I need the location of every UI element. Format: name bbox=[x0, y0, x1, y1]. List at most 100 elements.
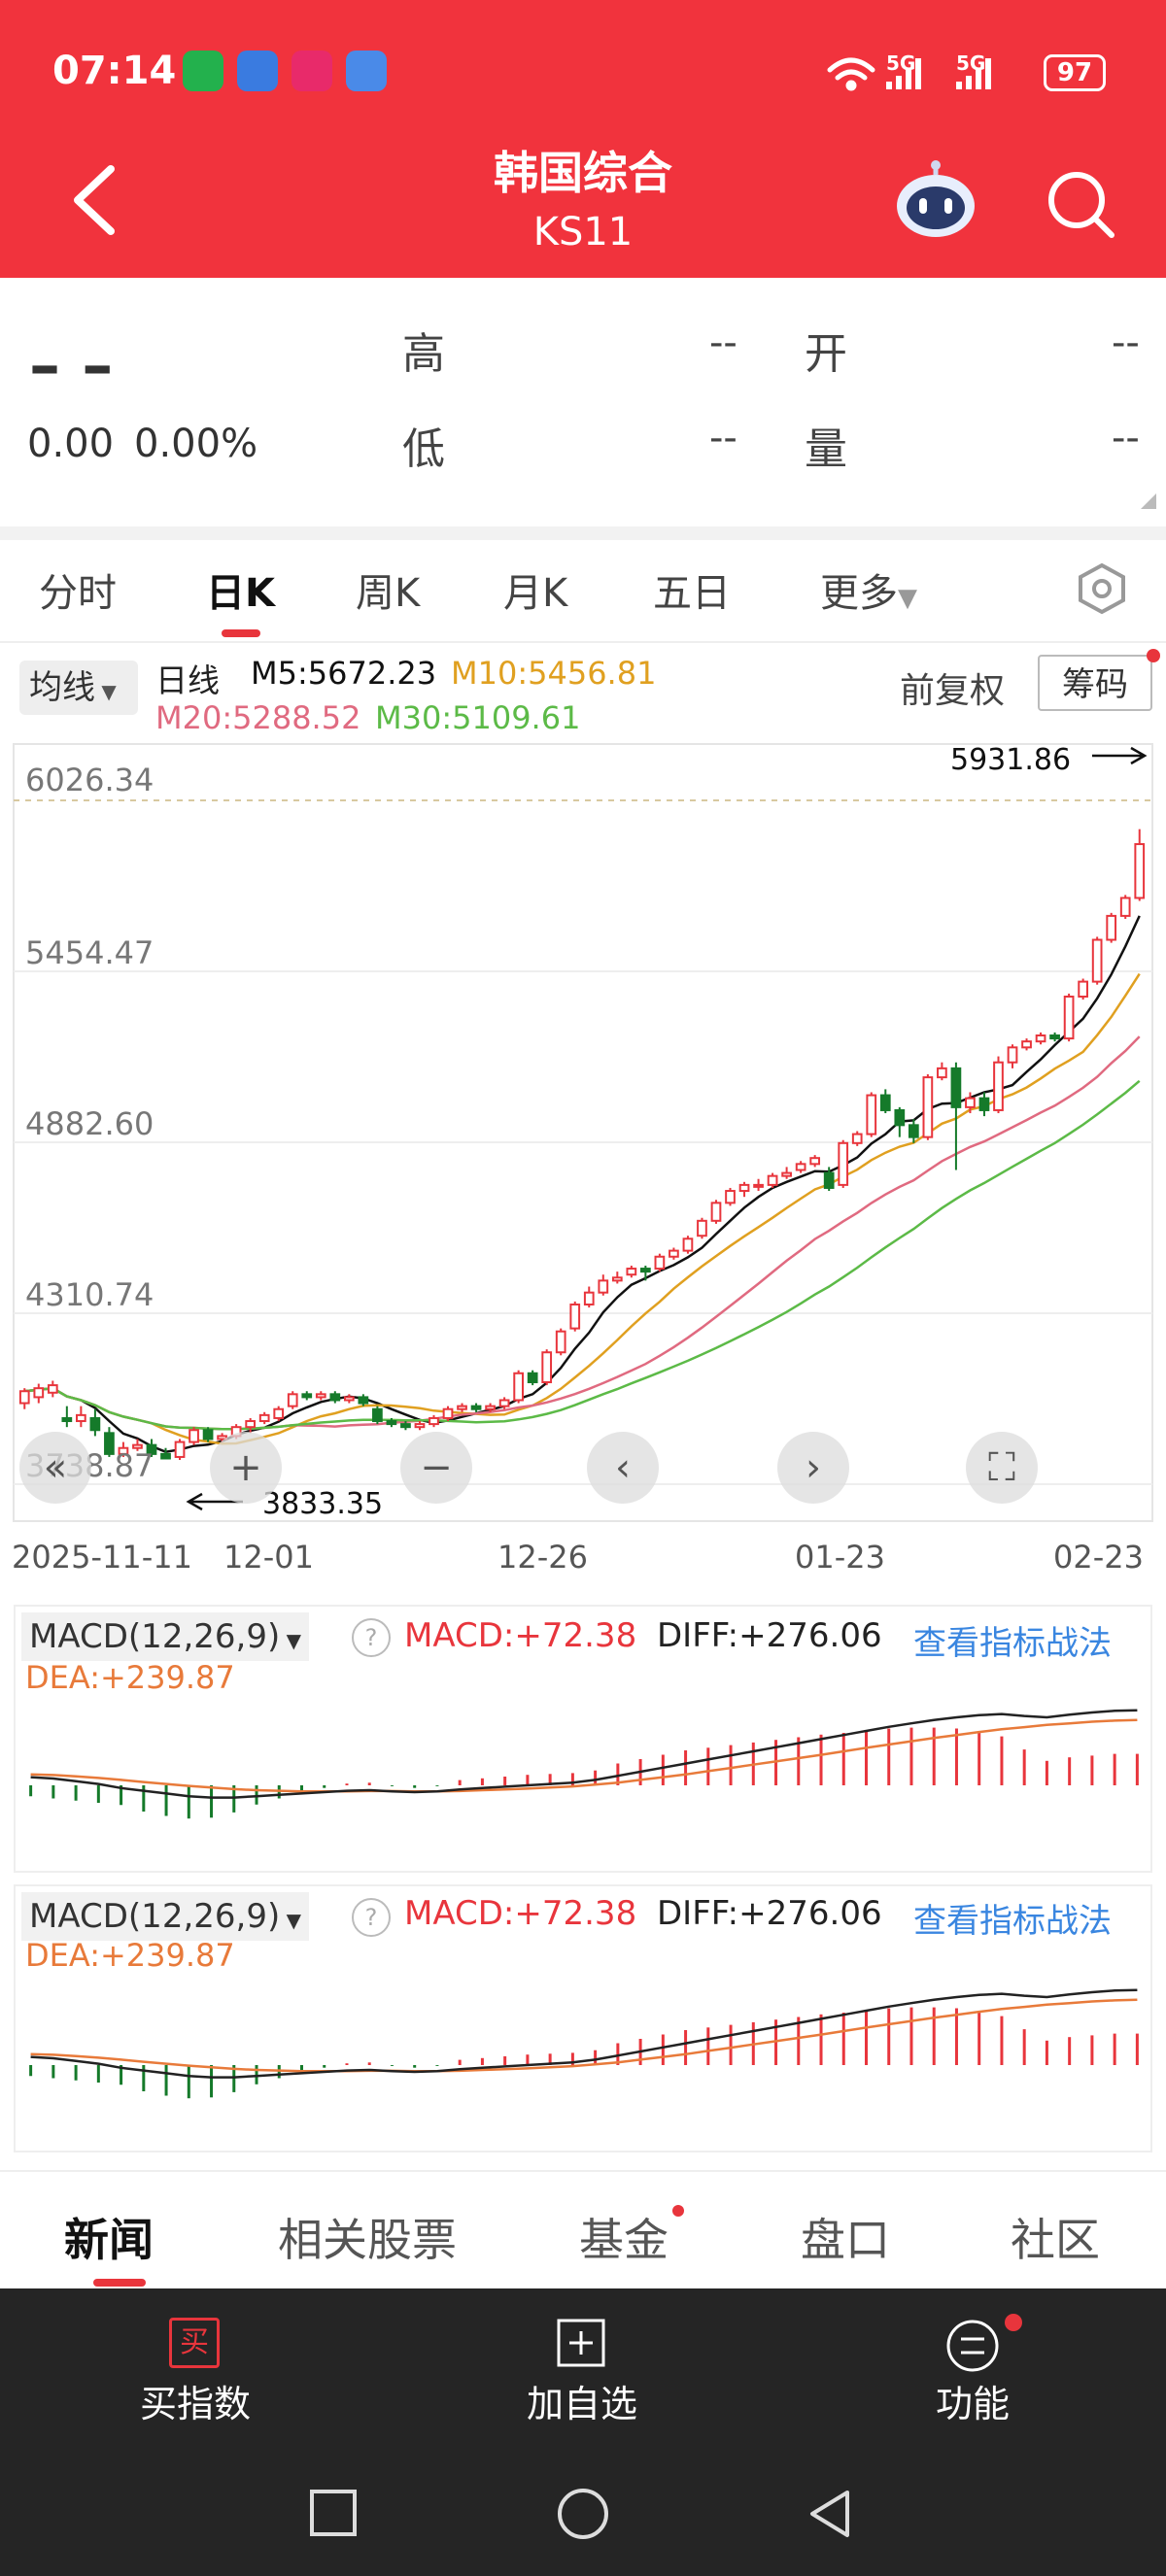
tab-community[interactable]: 社区 bbox=[1011, 2214, 1100, 2266]
candle bbox=[710, 1200, 722, 1224]
indicator-strategy-link-2[interactable]: 查看指标战法 bbox=[913, 1902, 1112, 1941]
macd-panel-2 bbox=[14, 1884, 1152, 2152]
tab-funds[interactable]: 基金 bbox=[579, 2214, 669, 2266]
tab-monthly-k[interactable]: 月K bbox=[503, 571, 568, 616]
expand-corner-icon[interactable] bbox=[1139, 491, 1158, 511]
candle bbox=[1021, 1038, 1032, 1051]
price-change: 0.00 bbox=[27, 422, 115, 466]
y-tick-label: 6026.34 bbox=[25, 762, 154, 798]
zoom-out-button[interactable]: − bbox=[400, 1432, 472, 1504]
candle bbox=[725, 1187, 736, 1206]
candle bbox=[654, 1253, 666, 1272]
candle-body bbox=[866, 1094, 877, 1135]
candle-body bbox=[767, 1174, 778, 1186]
robot-assistant-icon[interactable] bbox=[892, 159, 979, 243]
tab-news[interactable]: 新闻 bbox=[64, 2214, 154, 2266]
candle bbox=[315, 1391, 326, 1401]
candle bbox=[457, 1403, 467, 1412]
moving-average-lines bbox=[24, 915, 1141, 1453]
fullscreen-button[interactable]: ⛶ bbox=[966, 1432, 1038, 1504]
next-button[interactable]: › bbox=[777, 1432, 849, 1504]
ma30-value: M30:5109.61 bbox=[375, 699, 581, 736]
macd-label-1: MACD(12,26,9) bbox=[29, 1617, 281, 1656]
candle-body bbox=[965, 1097, 976, 1108]
price-change-pct: 0.00% bbox=[134, 422, 258, 466]
ma-selector[interactable]: 均线 ▼ bbox=[19, 661, 138, 715]
x-tick-label: 02-23 bbox=[1053, 1539, 1144, 1576]
back-icon[interactable] bbox=[805, 2487, 859, 2541]
chevron-down-icon: ▼ bbox=[280, 1629, 301, 1652]
candle-body bbox=[978, 1097, 990, 1111]
candle-body bbox=[1078, 980, 1088, 998]
macd-selector-1[interactable]: MACD(12,26,9) ▼ bbox=[21, 1612, 309, 1661]
candle bbox=[541, 1349, 553, 1386]
ma20-value: M20:5288.52 bbox=[155, 699, 361, 736]
previous-button[interactable]: ‹ bbox=[587, 1432, 659, 1504]
settings-hexagon-icon[interactable] bbox=[1075, 561, 1129, 616]
y-tick-label: 4310.74 bbox=[25, 1276, 154, 1313]
candle-body bbox=[725, 1190, 736, 1204]
kline-chart[interactable]: 6026.345454.474882.604310.743738.872025-… bbox=[0, 734, 1166, 1589]
tab-daily-k[interactable]: 日K bbox=[206, 571, 275, 616]
back-arrow-icon[interactable] bbox=[70, 163, 119, 237]
signal-bars-1-icon bbox=[886, 58, 921, 89]
zoom-in-button[interactable]: + bbox=[210, 1432, 282, 1504]
tab-order-book[interactable]: 盘口 bbox=[801, 2214, 890, 2266]
wifi-icon bbox=[827, 57, 875, 91]
tab-five-day[interactable]: 五日 bbox=[653, 571, 731, 616]
candle bbox=[781, 1167, 792, 1179]
macd-panel-1 bbox=[14, 1605, 1152, 1873]
candle-body bbox=[343, 1396, 355, 1402]
buy-index-button[interactable]: 买 买指数 bbox=[132, 2312, 258, 2438]
help-icon[interactable]: ? bbox=[352, 1898, 391, 1937]
tab-more[interactable]: 更多▼ bbox=[820, 561, 917, 618]
low-value: -- bbox=[709, 416, 737, 460]
candle bbox=[598, 1274, 609, 1296]
candle-body bbox=[640, 1268, 651, 1273]
candles bbox=[18, 829, 1146, 1461]
candle bbox=[160, 1447, 171, 1460]
scroll-left-fast-button[interactable]: « bbox=[19, 1432, 91, 1504]
page-title: 韩国综合 bbox=[494, 147, 672, 199]
functions-button[interactable]: 功能 bbox=[909, 2312, 1036, 2438]
candle bbox=[738, 1181, 750, 1198]
ma30-line bbox=[24, 1079, 1141, 1431]
tab-weekly-k[interactable]: 周K bbox=[356, 571, 421, 616]
add-watchlist-button[interactable]: 加自选 bbox=[519, 2312, 645, 2438]
candle bbox=[937, 1062, 947, 1081]
tab-intraday[interactable]: 分时 bbox=[39, 571, 117, 616]
help-icon[interactable]: ? bbox=[352, 1618, 391, 1657]
bottom-action-bar bbox=[0, 2288, 1166, 2576]
candle bbox=[400, 1421, 411, 1431]
candle-body bbox=[470, 1405, 482, 1410]
candle-body bbox=[146, 1443, 157, 1455]
status-time: 07:14 bbox=[52, 49, 177, 93]
candle-body bbox=[598, 1279, 609, 1294]
candle bbox=[950, 1062, 962, 1170]
candle-body bbox=[315, 1393, 326, 1399]
candle-body bbox=[498, 1399, 510, 1407]
candle bbox=[287, 1391, 298, 1409]
candle-body bbox=[555, 1330, 566, 1354]
candle bbox=[76, 1406, 86, 1428]
macd-chart-1 bbox=[29, 1709, 1139, 1819]
wechat-icon bbox=[183, 51, 223, 91]
diff-line bbox=[30, 1988, 1138, 2079]
section-divider bbox=[0, 526, 1166, 540]
signal-bars-2-icon bbox=[956, 58, 991, 89]
adjustment-toggle[interactable]: 前复权 bbox=[900, 671, 1006, 711]
candle-body bbox=[1007, 1046, 1018, 1064]
macd-selector-2[interactable]: MACD(12,26,9) ▼ bbox=[21, 1892, 309, 1941]
candle bbox=[965, 1092, 976, 1114]
chevron-down-icon: ▼ bbox=[898, 584, 917, 613]
recent-apps-icon[interactable] bbox=[309, 2489, 360, 2539]
content-tabs-divider bbox=[0, 2170, 1166, 2172]
tab-related-stocks[interactable]: 相关股票 bbox=[278, 2214, 457, 2266]
candle bbox=[485, 1403, 496, 1412]
indicator-strategy-link-1[interactable]: 查看指标战法 bbox=[913, 1624, 1112, 1663]
candle bbox=[767, 1172, 778, 1188]
home-icon[interactable] bbox=[556, 2487, 610, 2541]
candle bbox=[682, 1236, 694, 1254]
search-icon[interactable] bbox=[1046, 169, 1115, 239]
chip-distribution-button[interactable]: 筹码 bbox=[1038, 655, 1152, 711]
